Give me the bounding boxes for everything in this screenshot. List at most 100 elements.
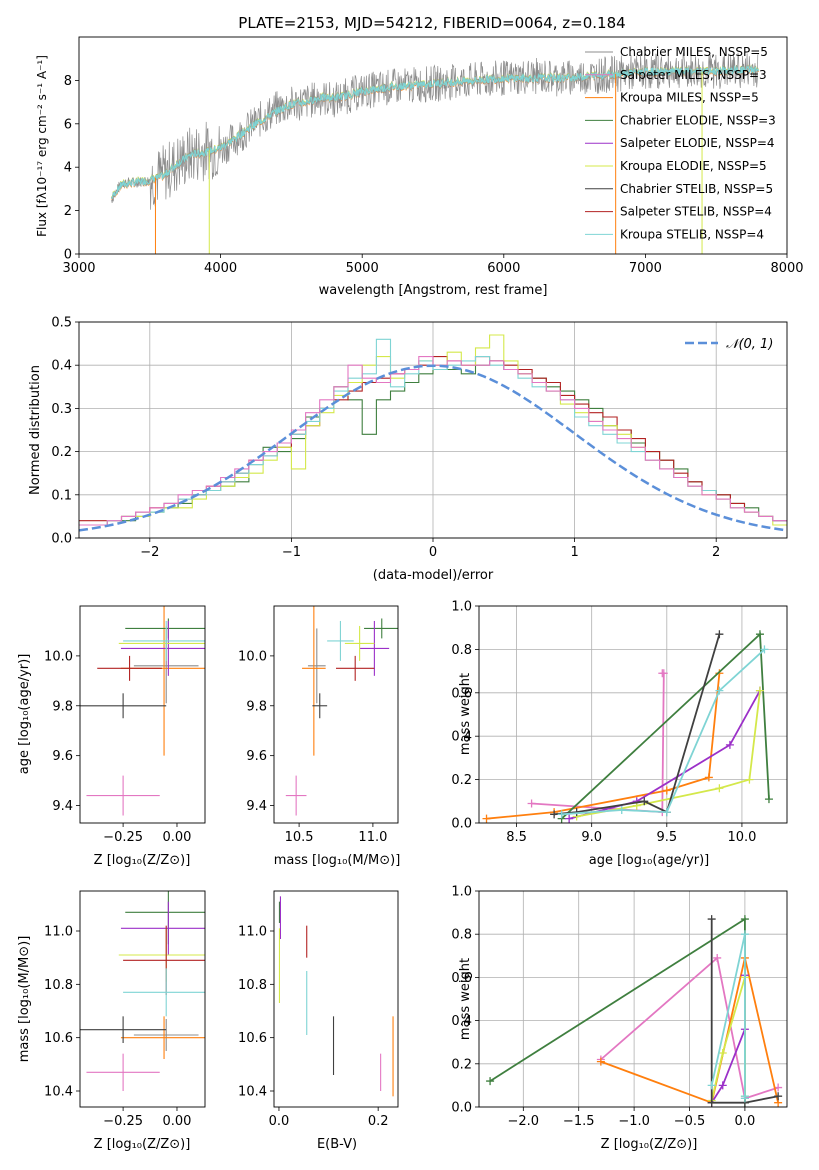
y-tick-label: 0.8 bbox=[451, 643, 472, 658]
x-tick-label: 5000 bbox=[346, 261, 379, 276]
x-tick-label: −2.0 bbox=[508, 1114, 540, 1129]
axes-frame bbox=[478, 605, 788, 824]
y-tick-label: 0.5 bbox=[51, 316, 72, 331]
weight-marker bbox=[740, 1094, 749, 1103]
weight-series-line bbox=[600, 956, 779, 1100]
weight-marker bbox=[596, 1057, 605, 1066]
legend-entry: Chabrier ELODIE, NSSP=3 bbox=[620, 113, 776, 127]
weight-marker bbox=[565, 814, 574, 823]
x-tick-label: 8.5 bbox=[506, 830, 527, 845]
axes-frame bbox=[273, 605, 399, 824]
x-tick-label: −0.25 bbox=[103, 830, 143, 845]
spectrum-lines bbox=[111, 51, 759, 254]
weight-marker bbox=[704, 773, 713, 782]
y-tick-label: 9.6 bbox=[52, 749, 73, 764]
x-tick-label: 11.0 bbox=[358, 830, 387, 845]
z-weight-panel: −2.0 −1.5 −1.0 −0.5 0.0 0.0 0.2 0.4 0.6 0.8 1.0 bbox=[451, 885, 788, 1129]
weight-marker bbox=[707, 1081, 716, 1090]
legend-entry: Salpeter ELODIE, NSSP=4 bbox=[620, 136, 775, 150]
histogram-steps bbox=[79, 334, 787, 532]
z-age-xlabel: Z [log₁₀(Z/Z⊙)] bbox=[94, 853, 191, 868]
x-tick-label: 1 bbox=[570, 545, 578, 560]
ebv-mass-panel: 0.0 0.2 10.4 10.6 10.8 11.0 bbox=[238, 890, 399, 1129]
y-tick-label: 0.1 bbox=[51, 488, 72, 503]
z-mass-panel: −0.25 0.00 10.4 10.6 10.8 11.0 bbox=[44, 890, 206, 1129]
y-tick-label: 1.0 bbox=[451, 885, 472, 900]
y-tick-label: 0.4 bbox=[451, 730, 472, 745]
weight-marker bbox=[725, 740, 734, 749]
x-tick-label: 0 bbox=[429, 545, 437, 560]
x-tick-label: −1.0 bbox=[618, 1114, 650, 1129]
x-tick-label: 7000 bbox=[629, 261, 662, 276]
y-tick-label: 10.6 bbox=[44, 1031, 73, 1046]
x-tick-label: 2 bbox=[712, 545, 720, 560]
x-tick-label: 4000 bbox=[204, 261, 237, 276]
axes-frame bbox=[79, 605, 206, 824]
plot-area bbox=[111, 51, 759, 254]
plot-area bbox=[80, 891, 205, 1091]
x-tick-label: −0.5 bbox=[674, 1114, 706, 1129]
plot-area bbox=[482, 630, 773, 823]
plot-area bbox=[285, 606, 398, 816]
ebv-mass-xlabel: E(B-V) bbox=[317, 1137, 357, 1152]
axes-frame bbox=[78, 36, 788, 255]
y-tick-label: 0.6 bbox=[451, 686, 472, 701]
spectrum-legend: Chabrier MILES, NSSP=5 Salpeter MILES, NS… bbox=[585, 45, 776, 241]
errorbars bbox=[278, 896, 394, 1097]
weight-marker bbox=[662, 808, 671, 817]
weight-marker bbox=[715, 686, 724, 695]
weight-marker bbox=[740, 915, 749, 924]
weight-marker bbox=[707, 1098, 716, 1107]
weight-marker bbox=[755, 686, 764, 695]
x-tick-label: 8000 bbox=[770, 261, 803, 276]
y-tick-label: 0.2 bbox=[51, 445, 72, 460]
normal-curve bbox=[79, 364, 787, 532]
y-tick-label: 10.4 bbox=[44, 1085, 73, 1100]
legend-entry: Salpeter STELIB, NSSP=4 bbox=[620, 205, 772, 219]
weight-marker bbox=[527, 799, 536, 808]
weight-marker bbox=[707, 915, 716, 924]
weight-series-line bbox=[710, 977, 746, 1101]
x-tick-label: −1.5 bbox=[563, 1114, 595, 1129]
weight-series-line bbox=[486, 673, 721, 820]
weight-marker bbox=[482, 814, 491, 823]
weight-marker bbox=[718, 1081, 727, 1090]
y-tick-label: 9.6 bbox=[246, 749, 267, 764]
y-tick-label: 0.8 bbox=[451, 928, 472, 943]
x-tick-label: 3000 bbox=[62, 261, 95, 276]
x-tick-label: 10.5 bbox=[285, 830, 314, 845]
age-weight-ylabel: mass weight bbox=[458, 673, 473, 755]
residuals-legend: 𝒩(0, 1) bbox=[685, 337, 773, 352]
legend-entry: Chabrier STELIB, NSSP=5 bbox=[620, 182, 773, 196]
legend-entry: Kroupa ELODIE, NSSP=5 bbox=[620, 159, 767, 173]
age-weight-xlabel: age [log₁₀(age/yr)] bbox=[589, 853, 710, 868]
x-tick-label: 0.0 bbox=[269, 1114, 290, 1129]
y-tick-label: 4 bbox=[64, 161, 72, 176]
weight-series-line bbox=[600, 957, 779, 1104]
z-weight-ylabel: mass weight bbox=[458, 958, 473, 1040]
axes-frame bbox=[478, 890, 788, 1108]
y-tick-label: 6 bbox=[64, 117, 72, 132]
age-weight-panel: 8.5 9.0 9.5 10.0 0.0 0.2 0.4 0.6 0.8 1.0 bbox=[451, 600, 788, 845]
errorbars bbox=[80, 606, 205, 816]
legend-entry: Chabrier MILES, NSSP=5 bbox=[620, 45, 768, 59]
errorbars bbox=[285, 606, 398, 816]
weight-marker bbox=[617, 805, 626, 814]
weight-lines bbox=[482, 630, 773, 823]
spectrum-ylabel: Flux [fλ10⁻¹⁷ erg cm⁻² s⁻¹ A⁻¹] bbox=[35, 55, 49, 237]
plot-area bbox=[79, 334, 787, 532]
y-tick-label: 9.8 bbox=[246, 699, 267, 714]
plot-area bbox=[278, 896, 394, 1097]
spectrum-panel: 3000 4000 5000 6000 7000 8000 0 2 4 6 8 bbox=[62, 36, 804, 276]
y-tick-label: 9.8 bbox=[52, 699, 73, 714]
x-tick-label: 0.2 bbox=[368, 1114, 389, 1129]
z-mass-xlabel: Z [log₁₀(Z/Z⊙)] bbox=[94, 1137, 191, 1152]
y-tick-label: 0 bbox=[64, 248, 72, 263]
y-tick-label: 10.0 bbox=[238, 649, 267, 664]
weight-marker bbox=[486, 1077, 495, 1086]
weight-marker bbox=[740, 930, 749, 939]
weight-marker bbox=[715, 630, 724, 639]
axes-frame bbox=[78, 321, 788, 539]
y-tick-label: 8 bbox=[64, 74, 72, 89]
